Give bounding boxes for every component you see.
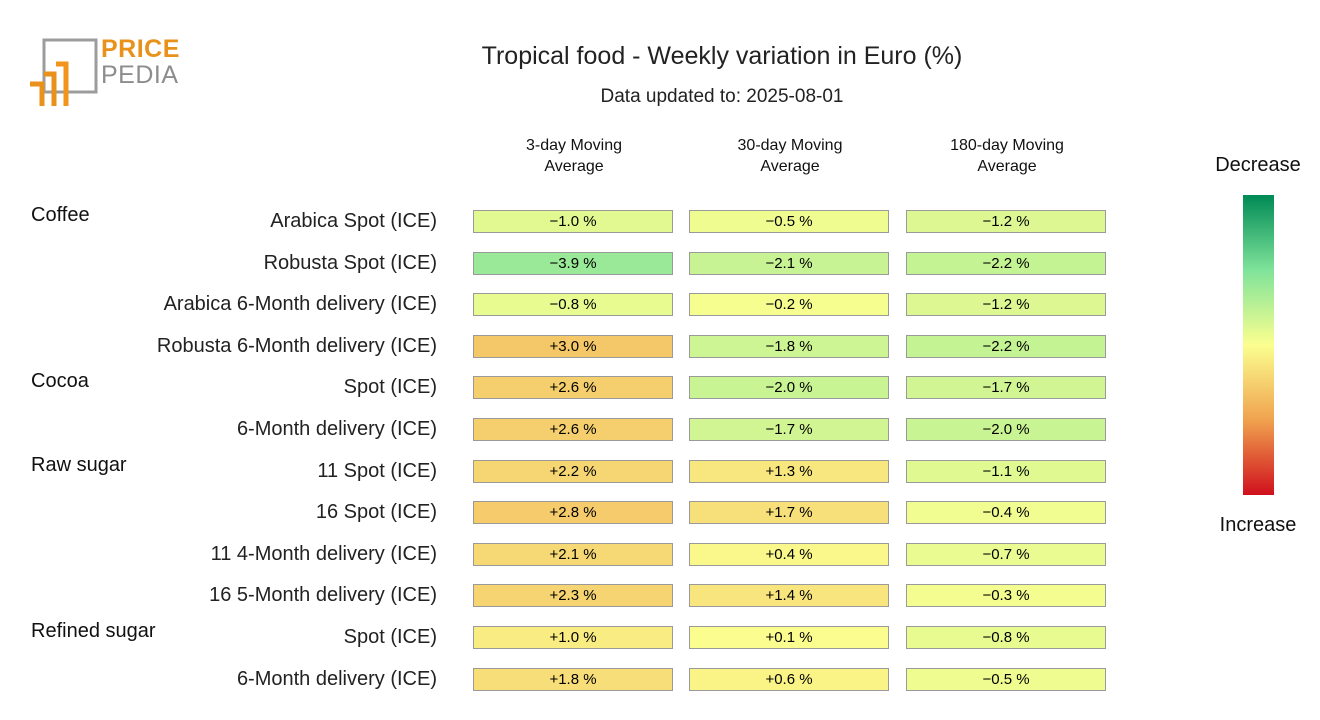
row-label: Robusta 6-Month delivery (ICE) [156,334,437,357]
heatmap-cell: −1.7 % [689,418,889,441]
heatmap-cell: +1.3 % [689,459,889,483]
heatmap-cell: −0.5 % [689,210,889,233]
group-label: Cocoa [31,370,89,393]
group-label: Raw sugar [31,453,127,476]
heatmap-cell: −0.3 % [906,584,1106,608]
heatmap-cell: +2.8 % [473,501,673,525]
heatmap-cell: −0.8 % [473,293,673,317]
heatmap-cell: −2.1 % [689,251,889,275]
pricepedia-logo: PRICE PEDIA [28,36,188,112]
heatmap-cell: +2.2 % [473,459,673,483]
row-label: Arabica 6-Month delivery (ICE) [163,293,437,316]
row-label: 6-Month delivery (ICE) [236,418,437,440]
row-label: Spot (ICE) [343,376,437,399]
heatmap-cell: −2.2 % [906,251,1106,275]
row-label: 11 Spot (ICE) [317,459,437,482]
row-label: 11 4-Month delivery (ICE) [210,542,437,565]
heatmap-cell: +2.6 % [473,376,673,400]
heatmap-cell: +0.4 % [689,542,889,566]
heatmap-cell: −1.0 % [473,210,673,233]
heatmap-cell: −1.8 % [689,334,889,358]
legend-bottom-label: Increase [1219,514,1297,536]
heatmap-cell: −0.7 % [906,542,1106,566]
heatmap-cell: −0.8 % [906,626,1106,649]
chart-title: Tropical food - Weekly variation in Euro… [481,42,963,70]
row-label: Arabica Spot (ICE) [270,210,437,232]
heatmap-cell: +2.3 % [473,584,673,608]
heatmap-cell: −2.0 % [689,376,889,400]
legend-colorbar [1243,195,1274,495]
heatmap-cell: +2.1 % [473,542,673,566]
group-label: Refined sugar [31,620,156,642]
column-header: 3-day Moving Average [525,137,623,175]
heatmap-cell: −3.9 % [473,251,673,275]
heatmap-cell: −0.2 % [689,293,889,317]
group-label: Coffee [31,204,90,226]
row-label: 16 5-Month delivery (ICE) [209,584,437,607]
heatmap-cell: +1.8 % [473,667,673,691]
heatmap-cell: −0.4 % [906,501,1106,525]
heatmap-cell: +1.4 % [689,584,889,608]
heatmap-cell: −1.1 % [906,459,1106,483]
logo-text-price: PRICE [101,35,180,63]
row-label: 16 Spot (ICE) [315,501,437,524]
heatmap-cell: +3.0 % [473,334,673,358]
legend-top-label: Decrease [1215,154,1301,176]
heatmap-cell: −1.2 % [906,210,1106,233]
heatmap-cell: −2.0 % [906,418,1106,441]
chart-subtitle: Data updated to: 2025-08-01 [600,86,844,107]
heatmap-cell: +1.7 % [689,501,889,525]
logo-brackets-icon [30,38,98,106]
heatmap-cell: +0.6 % [689,667,889,691]
heatmap-cell: −0.5 % [906,667,1106,691]
logo-text-pedia: PEDIA [101,61,179,89]
column-header: 30-day Moving Average [737,137,843,175]
heatmap-cell: +0.1 % [689,626,889,649]
heatmap-cell: +2.6 % [473,418,673,441]
heatmap-cell: −1.2 % [906,293,1106,317]
heatmap-cell: −2.2 % [906,334,1106,358]
row-label: 6-Month delivery (ICE) [236,667,437,690]
row-label: Spot (ICE) [343,626,437,648]
column-header: 180-day Moving Average [950,137,1064,175]
heatmap-cell: +1.0 % [473,626,673,649]
row-label: Robusta Spot (ICE) [263,251,437,274]
heatmap-cell: −1.7 % [906,376,1106,400]
